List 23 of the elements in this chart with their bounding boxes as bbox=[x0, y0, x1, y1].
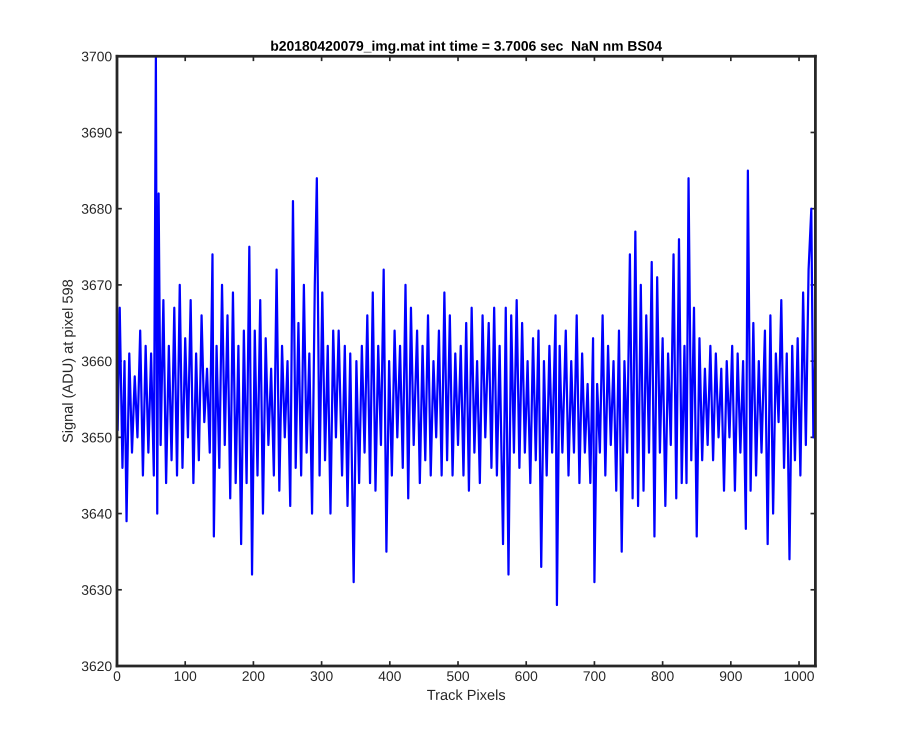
x-tick-label: 300 bbox=[310, 671, 333, 682]
y-tick-label: 3680 bbox=[82, 204, 112, 214]
x-tick-label: 1000 bbox=[784, 671, 814, 682]
y-tick-label: 3700 bbox=[82, 52, 112, 62]
x-axis-title: Track Pixels bbox=[427, 689, 506, 700]
x-tick-label: 700 bbox=[584, 671, 606, 682]
y-tick-label: 3670 bbox=[82, 280, 112, 290]
x-tick-label: 200 bbox=[242, 671, 264, 682]
y-tick-label: 3660 bbox=[82, 356, 112, 366]
x-tick-label: 800 bbox=[652, 671, 674, 682]
y-tick-label: 3630 bbox=[82, 585, 112, 595]
x-tick-label: 600 bbox=[515, 671, 538, 682]
x-tick-label: 500 bbox=[446, 671, 470, 682]
y-tick-label: 3650 bbox=[82, 432, 112, 443]
chart-title: b20180420079_img.mat int time = 3.7006 sec NaN nm BS04 bbox=[271, 40, 662, 54]
x-tick-label: 100 bbox=[174, 671, 196, 682]
y-tick-label: 3640 bbox=[82, 508, 112, 519]
x-tick-label: 900 bbox=[720, 671, 742, 682]
y-axis-title: Signal (ADU) at pixel 598 bbox=[62, 280, 76, 442]
x-tick-label: 400 bbox=[378, 671, 401, 682]
y-tick-label: 3690 bbox=[82, 128, 112, 138]
y-tick-label: 3620 bbox=[82, 661, 112, 672]
x-tick-label: 0 bbox=[114, 671, 120, 682]
